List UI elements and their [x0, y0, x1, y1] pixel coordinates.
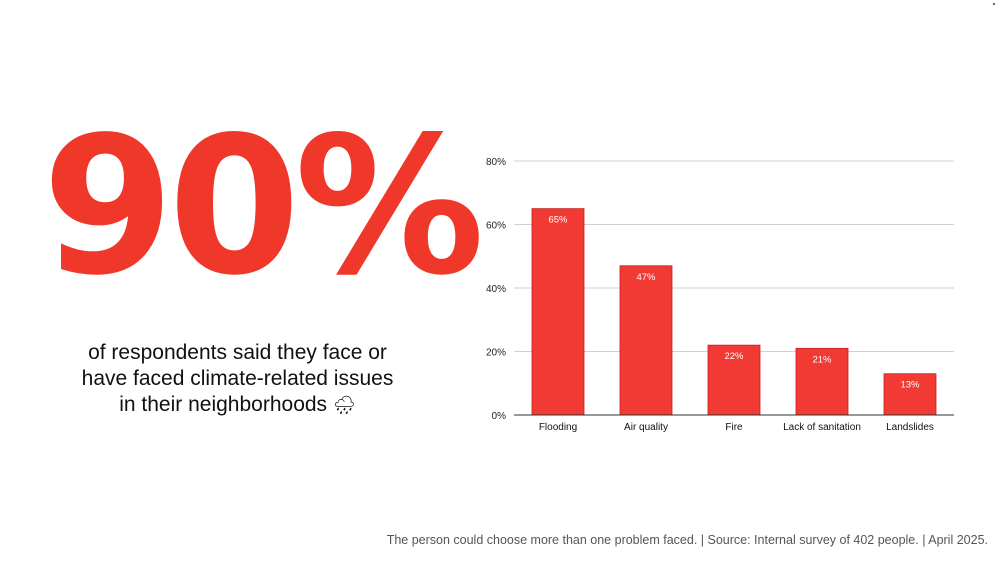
- data-label: 22%: [724, 351, 744, 362]
- headline-stat: 90%: [42, 96, 485, 317]
- footnote: The person could choose more than one pr…: [386, 533, 988, 547]
- cloud-rain-icon: 🌧: [332, 395, 356, 416]
- data-label: 65%: [548, 215, 568, 226]
- data-label: 13%: [900, 380, 920, 391]
- caption-line-1: of respondents said they face or: [88, 341, 387, 364]
- y-tick-label: 60%: [486, 221, 506, 232]
- y-tick-label: 40%: [486, 284, 506, 295]
- bar-air-quality: [619, 265, 673, 416]
- caption-line-3-text: in their neighborhoods: [119, 393, 328, 416]
- data-label: 47%: [636, 272, 656, 283]
- caption-line-3: in their neighborhoods 🌧: [40, 392, 435, 419]
- headline-caption: of respondents said they face or have fa…: [40, 340, 435, 419]
- x-tick-label: Air quality: [624, 422, 668, 433]
- y-tick-label: 20%: [486, 348, 506, 359]
- x-tick-label: Lack of sanitation: [783, 422, 861, 433]
- bar-flooding: [531, 208, 585, 416]
- bar-fire: [707, 344, 761, 416]
- y-tick-label: 80%: [486, 157, 506, 168]
- corner-marker: [993, 3, 995, 5]
- data-label: 21%: [812, 354, 832, 365]
- bar-landslides: [883, 373, 937, 416]
- x-tick-label: Fire: [725, 422, 743, 433]
- bar-chart: 0% 20% 40% 60% 80% 65% Flooding 47% Air quality 2…: [486, 157, 954, 433]
- caption-line-2: have faced climate-related issues: [81, 367, 394, 390]
- x-tick-label: Flooding: [539, 422, 577, 433]
- x-tick-label: Landslides: [886, 422, 934, 433]
- y-tick-label: 0%: [492, 411, 507, 422]
